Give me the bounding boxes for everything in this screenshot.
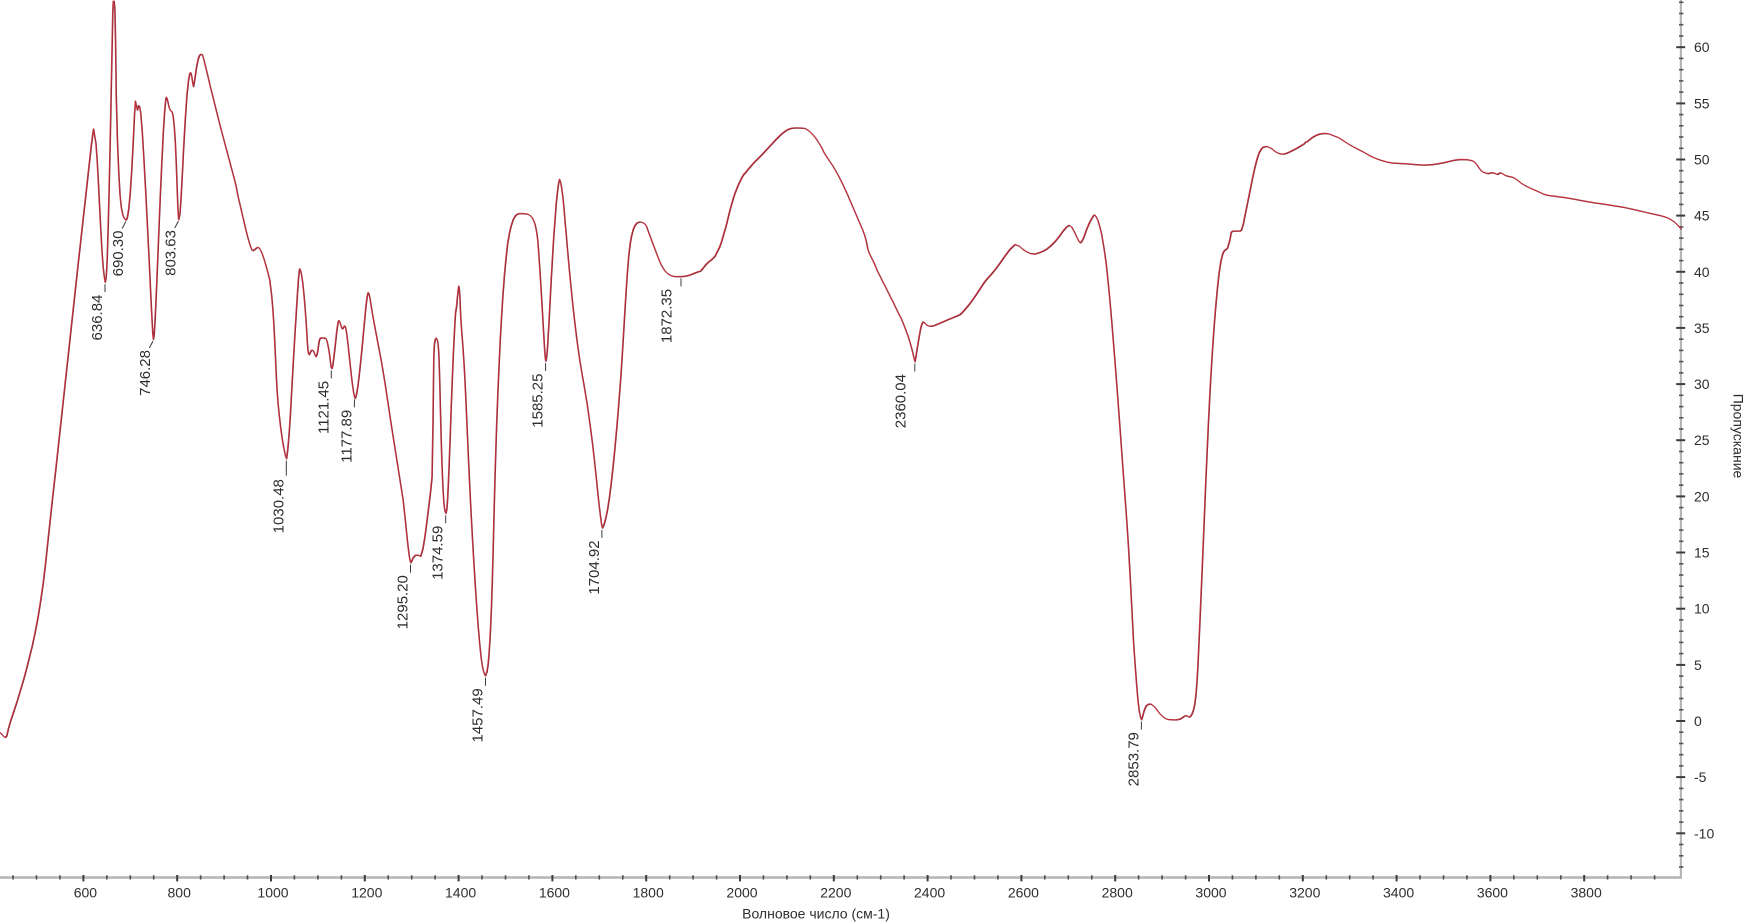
- svg-text:5: 5: [1694, 657, 1702, 673]
- svg-text:1457.49: 1457.49: [470, 688, 487, 742]
- svg-text:1374.59: 1374.59: [430, 526, 447, 580]
- svg-text:1585.25: 1585.25: [530, 374, 547, 428]
- svg-text:3400: 3400: [1383, 885, 1414, 901]
- svg-text:2360.04: 2360.04: [892, 374, 909, 428]
- svg-text:2200: 2200: [820, 885, 851, 901]
- svg-text:Волновое число (см-1): Волновое число (см-1): [742, 906, 890, 922]
- svg-text:35: 35: [1694, 320, 1710, 336]
- svg-text:1704.92: 1704.92: [586, 540, 603, 594]
- svg-text:55: 55: [1694, 95, 1710, 111]
- svg-text:50: 50: [1694, 152, 1710, 168]
- svg-text:2400: 2400: [914, 885, 945, 901]
- svg-text:1872.35: 1872.35: [659, 289, 676, 343]
- svg-text:1000: 1000: [257, 885, 288, 901]
- svg-text:1030.48: 1030.48: [270, 479, 287, 533]
- svg-text:10: 10: [1694, 601, 1710, 617]
- svg-text:1121.45: 1121.45: [315, 381, 332, 434]
- svg-text:30: 30: [1694, 376, 1710, 392]
- svg-text:2800: 2800: [1102, 885, 1133, 901]
- svg-text:-5: -5: [1694, 769, 1707, 785]
- svg-text:803.63: 803.63: [162, 230, 179, 276]
- svg-text:746.28: 746.28: [137, 350, 154, 396]
- svg-text:Пропускание: Пропускание: [1731, 394, 1747, 479]
- svg-text:3200: 3200: [1289, 885, 1320, 901]
- svg-text:1177.89: 1177.89: [338, 410, 355, 463]
- svg-text:636.84: 636.84: [89, 295, 106, 341]
- svg-text:600: 600: [74, 885, 98, 901]
- svg-text:2000: 2000: [726, 885, 757, 901]
- svg-text:1200: 1200: [351, 885, 382, 901]
- svg-text:1400: 1400: [445, 885, 476, 901]
- svg-text:40: 40: [1694, 264, 1710, 280]
- svg-text:690.30: 690.30: [110, 231, 127, 277]
- svg-text:3800: 3800: [1571, 885, 1602, 901]
- svg-text:1600: 1600: [539, 885, 570, 901]
- svg-text:2600: 2600: [1008, 885, 1039, 901]
- svg-text:60: 60: [1694, 39, 1710, 55]
- svg-text:2853.79: 2853.79: [1125, 732, 1142, 786]
- svg-text:0: 0: [1694, 713, 1702, 729]
- svg-text:15: 15: [1694, 545, 1710, 561]
- svg-text:1295.20: 1295.20: [395, 575, 412, 629]
- svg-text:-10: -10: [1694, 825, 1714, 841]
- svg-text:800: 800: [168, 885, 192, 901]
- svg-text:1800: 1800: [633, 885, 664, 901]
- svg-text:20: 20: [1694, 488, 1710, 504]
- svg-text:45: 45: [1694, 208, 1710, 224]
- svg-text:25: 25: [1694, 432, 1710, 448]
- svg-text:3600: 3600: [1477, 885, 1508, 901]
- svg-text:3000: 3000: [1195, 885, 1226, 901]
